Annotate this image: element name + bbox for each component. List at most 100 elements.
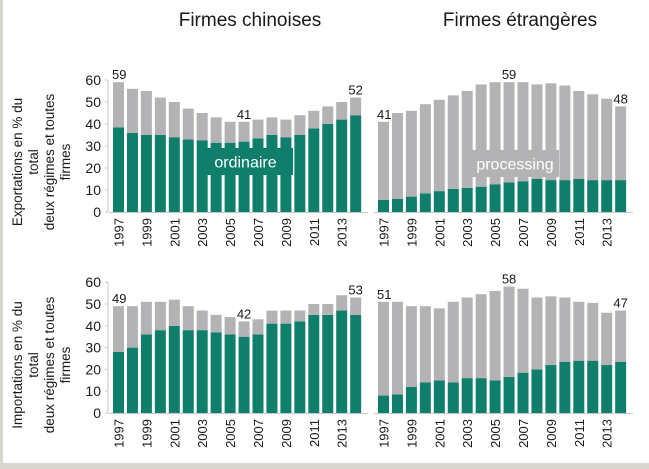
y-tick-label: 60 — [85, 274, 101, 290]
bar-ordinaire-2012 — [587, 180, 599, 212]
title-chinese-firms: Firmes chinoises — [178, 10, 322, 31]
bar-processing-2012 — [587, 94, 599, 181]
bar-processing-2009 — [545, 83, 557, 181]
bar-processing-2009 — [545, 296, 557, 366]
x-tick-label: 2005 — [223, 419, 238, 448]
bar-ordinaire-2012 — [587, 360, 599, 413]
x-tick-label: 2011 — [572, 218, 587, 246]
bar-ordinaire-2013 — [336, 310, 348, 413]
bar-ordinaire-2000 — [419, 193, 431, 212]
bar-ordinaire-2009 — [280, 323, 292, 413]
bar-ordinaire-2010 — [294, 321, 306, 413]
bar-ordinaire-2010 — [294, 135, 306, 212]
bar-processing-2000 — [154, 97, 166, 135]
bar-processing-2002 — [182, 108, 194, 140]
value-label-1997: 59 — [112, 67, 126, 82]
bar-processing-2006 — [503, 286, 515, 378]
value-label-2014: 47 — [613, 296, 627, 311]
bar-ordinaire-2010 — [559, 361, 571, 413]
bar-ordinaire-1998 — [391, 394, 403, 413]
x-tick-label: 2001 — [432, 419, 447, 448]
bar-processing-2003 — [196, 310, 208, 331]
x-tick-label: 2011 — [307, 419, 322, 447]
bar-ordinaire-2006 — [503, 377, 515, 413]
bar-processing-2010 — [294, 115, 306, 135]
bar-processing-2011 — [573, 91, 585, 179]
x-tick-label: 2009 — [279, 419, 294, 448]
bar-processing-2007 — [517, 82, 529, 182]
bar-processing-2012 — [587, 302, 599, 361]
bar-processing-2010 — [559, 297, 571, 362]
bar-ordinaire-1998 — [391, 198, 403, 212]
bar-ordinaire-2002 — [182, 139, 194, 212]
bar-processing-2013 — [336, 295, 348, 311]
y-tick-label: 50 — [85, 296, 101, 312]
x-tick-label: 2003 — [460, 218, 475, 247]
value-label-1997: 51 — [377, 287, 391, 302]
bar-processing-2001 — [168, 299, 180, 326]
y-tick-label: 10 — [85, 182, 101, 198]
bar-ordinaire-1998 — [126, 347, 138, 413]
bar-ordinaire-2007 — [517, 372, 529, 413]
x-tick-label: 2005 — [488, 218, 503, 247]
x-tick-label: 2009 — [544, 218, 559, 247]
value-label-2014: 53 — [348, 282, 362, 297]
x-tick-label: 2011 — [307, 218, 322, 246]
bar-processing-2000 — [419, 104, 431, 194]
region-label-box-ordinaire — [198, 148, 293, 175]
x-tick-label: 2003 — [195, 218, 210, 247]
bar-processing-2008 — [531, 297, 543, 370]
x-tick-label: 2005 — [488, 419, 503, 448]
bar-processing-1999 — [405, 306, 417, 387]
y-tick-label: 50 — [85, 94, 101, 110]
bar-ordinaire-2011 — [573, 179, 585, 212]
chart-panel-0: 0 10 20 30 40 50 60 1997 1999 2001 2003 2005 2007 200… — [85, 67, 369, 247]
bar-ordinaire-1999 — [140, 135, 152, 212]
x-tick-label: 2003 — [460, 419, 475, 448]
bar-ordinaire-2010 — [559, 180, 571, 212]
bar-ordinaire-2009 — [545, 365, 557, 413]
bar-processing-2003 — [196, 113, 208, 141]
bar-ordinaire-1997 — [113, 127, 124, 212]
region-label-box-processing — [471, 150, 559, 177]
y-tick-label: 10 — [85, 383, 101, 399]
bar-processing-2005 — [224, 121, 236, 143]
bar-processing-2001 — [168, 102, 180, 138]
x-tick-label: 2013 — [335, 419, 350, 448]
bar-ordinaire-1999 — [405, 196, 417, 212]
y-tick-label: 20 — [85, 361, 101, 377]
bar-processing-2001 — [433, 99, 445, 192]
y-tick-label: 40 — [85, 318, 101, 334]
bar-processing-2005 — [489, 290, 501, 381]
x-tick-label: 2011 — [572, 419, 587, 447]
bar-processing-2009 — [280, 310, 292, 324]
x-tick-label: 2013 — [600, 218, 615, 247]
bar-ordinaire-2002 — [182, 330, 194, 413]
x-tick-label: 2001 — [432, 218, 447, 247]
bar-processing-2006 — [503, 82, 515, 183]
bar-processing-2013 — [601, 98, 613, 181]
bar-processing-2004 — [475, 84, 487, 187]
bar-ordinaire-2001 — [168, 137, 180, 212]
x-tick-label: 1999 — [404, 218, 419, 247]
y-tick-label: 20 — [85, 160, 101, 176]
frame-left-border — [0, 0, 3, 469]
bar-ordinaire-2004 — [210, 142, 222, 212]
y-tick-label: 0 — [93, 204, 101, 220]
bar-processing-2013 — [601, 312, 613, 366]
bar-processing-2011 — [308, 110, 320, 129]
bar-ordinaire-2011 — [308, 314, 320, 413]
bar-processing-2008 — [531, 84, 543, 179]
bar-processing-2005 — [224, 317, 236, 335]
bar-ordinaire-2007 — [252, 138, 264, 212]
frame-bottom-border — [0, 463, 649, 469]
bar-processing-2006 — [238, 121, 250, 142]
bar-ordinaire-2012 — [322, 124, 334, 212]
bar-processing-2008 — [266, 310, 278, 324]
x-tick-label: 1999 — [404, 419, 419, 448]
bar-processing-2014 — [350, 297, 362, 315]
x-tick-label: 2005 — [223, 218, 238, 247]
bar-processing-2004 — [475, 294, 487, 379]
value-label-2006: 42 — [237, 306, 251, 321]
bar-processing-2008 — [266, 117, 278, 135]
